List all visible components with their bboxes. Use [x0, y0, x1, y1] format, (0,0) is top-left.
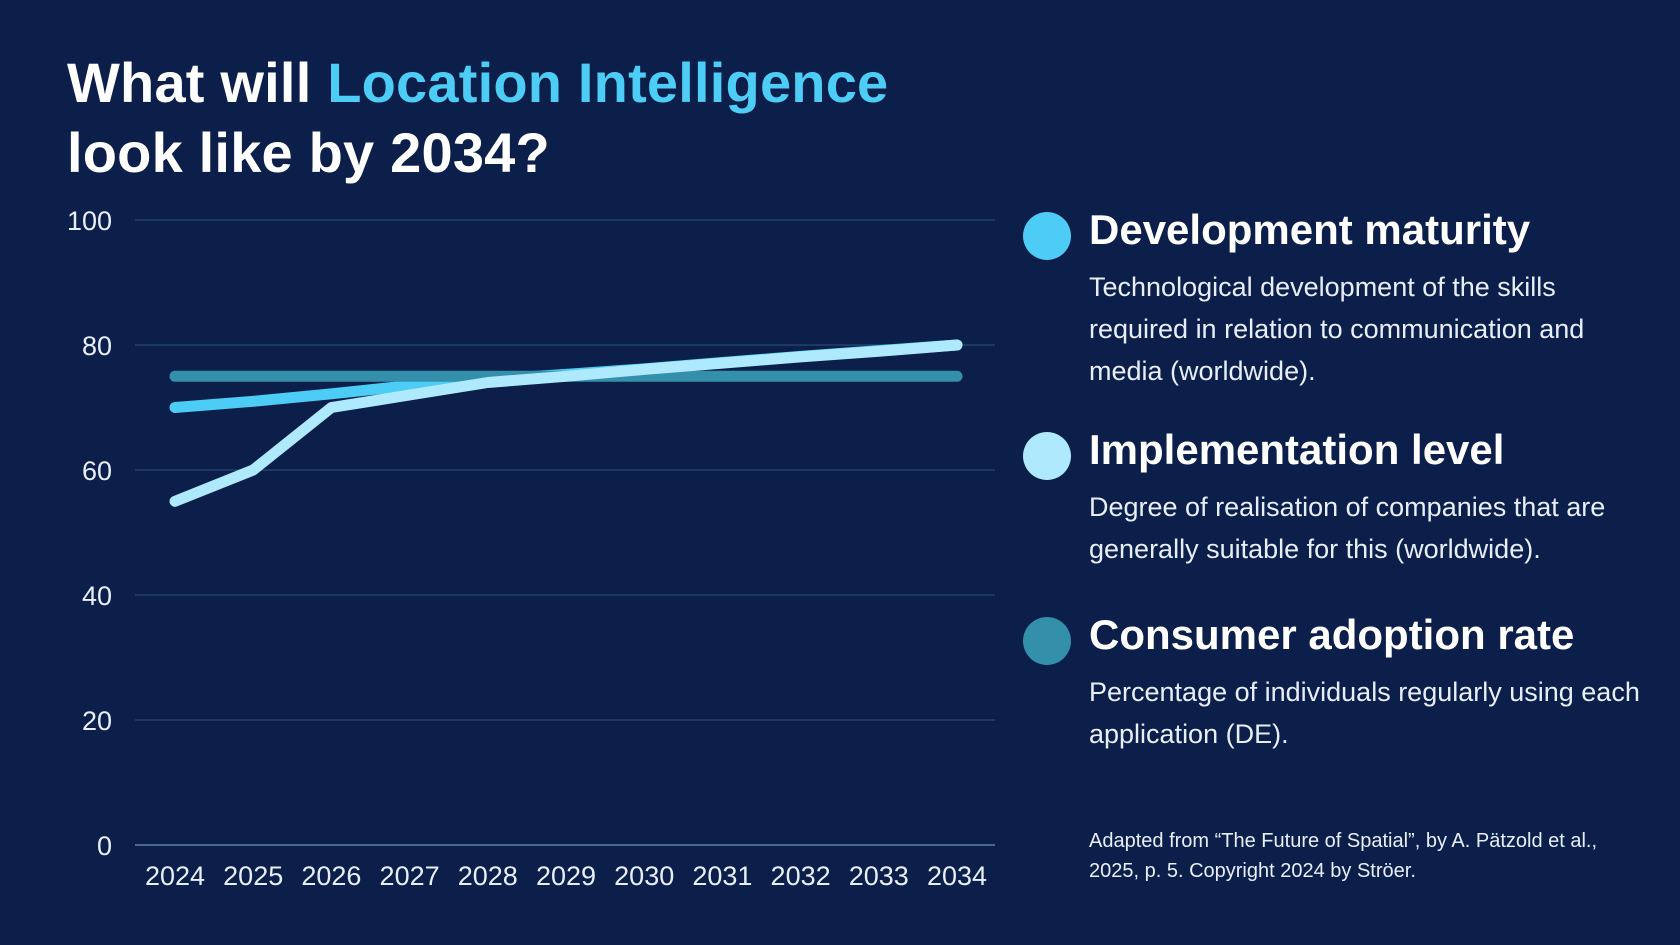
legend-title-implementation: Implementation level: [1089, 426, 1505, 473]
x-tick-label: 2034: [927, 861, 987, 891]
y-tick-label: 60: [82, 456, 112, 486]
legend-dot-consumer: [1023, 617, 1071, 665]
x-tick-label: 2031: [692, 861, 752, 891]
x-tick-label: 2033: [849, 861, 909, 891]
x-tick-label: 2030: [614, 861, 674, 891]
page-title: What will Location Intelligence look lik…: [67, 48, 888, 188]
title-prefix: What will: [67, 51, 328, 114]
legend-title-consumer: Consumer adoption rate: [1089, 611, 1575, 658]
legend-title-development: Development maturity: [1089, 206, 1531, 253]
chart-gridlines: [135, 219, 995, 846]
x-tick-label: 2032: [771, 861, 831, 891]
y-tick-label: 100: [67, 206, 112, 236]
x-tick-label: 2025: [223, 861, 283, 891]
legend-dot-development: [1023, 212, 1071, 260]
x-tick-label: 2024: [145, 861, 205, 891]
x-axis-ticks: 2024 2025 2026 2027 2028 2029 2030 2031 2032 2033…: [145, 861, 987, 891]
title-line-2: look like by 2034?: [67, 121, 550, 184]
y-tick-label: 40: [82, 581, 112, 611]
legend-desc-consumer: Percentage of individuals regularly usin…: [1089, 677, 1640, 749]
series-line-implementation: [169, 339, 963, 507]
legend-desc-development: Technological development of the skills …: [1089, 272, 1585, 386]
title-highlight: Location Intelligence: [327, 51, 889, 114]
x-tick-label: 2026: [301, 861, 361, 891]
x-tick-label: 2028: [458, 861, 518, 891]
chart-series: [169, 339, 963, 507]
y-tick-label: 80: [82, 331, 112, 361]
legend-desc-implementation: Degree of realisation of companies that …: [1089, 492, 1606, 564]
legend-dot-implementation: [1023, 432, 1071, 480]
y-tick-label: 20: [82, 706, 112, 736]
x-tick-label: 2029: [536, 861, 596, 891]
y-axis-ticks: 0 20 40 60 80 100: [67, 206, 112, 861]
y-tick-label: 0: [97, 831, 112, 861]
x-tick-label: 2027: [380, 861, 440, 891]
source-note: Adapted from “The Future of Spatial”, by…: [1089, 830, 1598, 882]
